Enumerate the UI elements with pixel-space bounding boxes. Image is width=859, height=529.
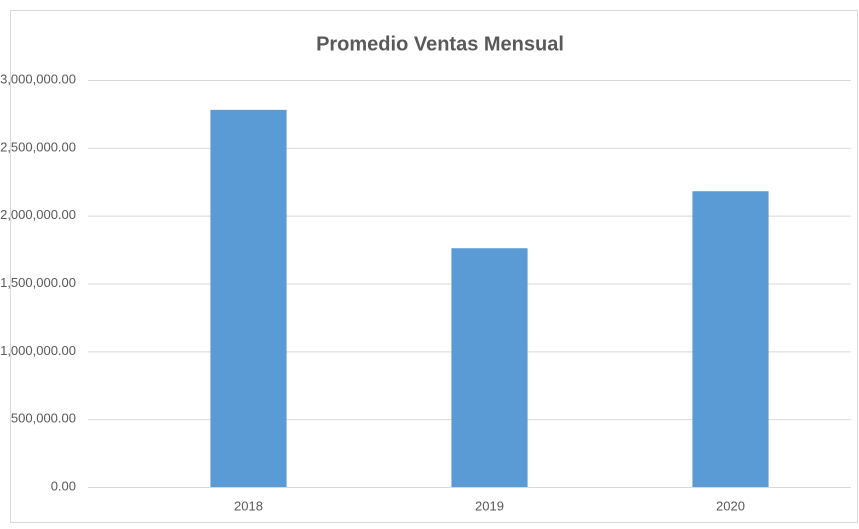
bar [692,191,769,487]
x-tick-label: 2018 [234,498,263,513]
y-tick-label: 2,500,000.00 [0,139,76,154]
bar [210,109,287,487]
y-tick-label: 3,000,000.00 [0,71,76,86]
y-tick-label: 1,500,000.00 [0,275,76,290]
x-tick-label: 2019 [475,498,504,513]
x-tick-label: 2020 [716,498,745,513]
chart-title: Promedio Ventas Mensual [316,33,564,55]
y-tick-label: 0.00 [51,478,76,493]
bar [451,248,528,487]
y-tick-label: 1,000,000.00 [0,343,76,358]
y-tick-label: 2,000,000.00 [0,207,76,222]
y-tick-label: 500,000.00 [11,411,76,426]
